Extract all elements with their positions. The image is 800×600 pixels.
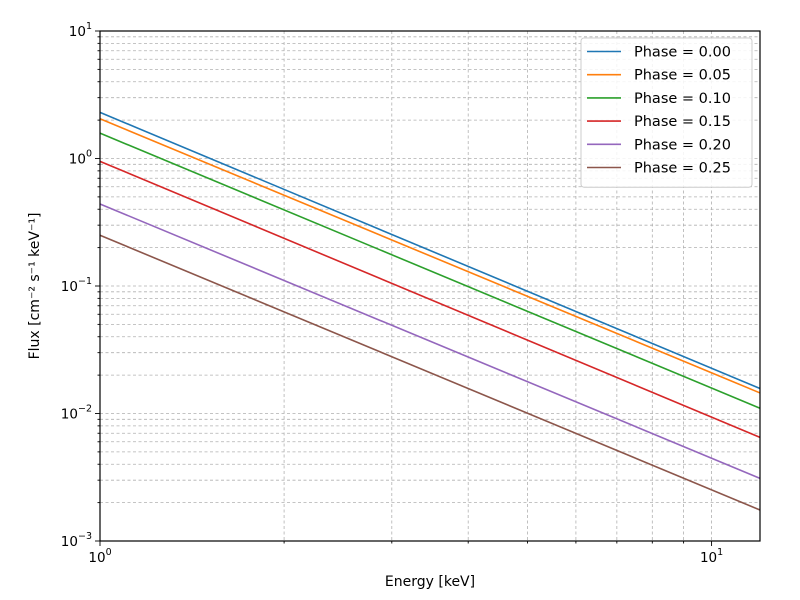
axis-ticks: 100 101 10−3 10−2 10−1 100 101	[61, 21, 723, 566]
x-tick-label: 100	[88, 547, 111, 566]
y-axis-label: Flux [cm⁻² s⁻¹ keV⁻¹]	[27, 213, 43, 360]
legend-label: Phase = 0.15	[634, 114, 731, 130]
series-lines	[99, 111, 761, 511]
x-axis-label: Energy [keV]	[385, 574, 475, 590]
y-tick-label: 10−1	[61, 276, 92, 295]
y-tick-label: 10−2	[61, 404, 92, 423]
series-line-1	[99, 118, 761, 394]
y-tick-label: 101	[69, 21, 92, 40]
legend-label: Phase = 0.00	[634, 45, 731, 61]
series-line-5	[99, 234, 761, 511]
series-line-2	[99, 132, 761, 409]
legend-label: Phase = 0.25	[634, 161, 731, 177]
series-line-3	[99, 160, 761, 439]
x-tick-label: 101	[700, 547, 723, 566]
legend: Phase = 0.00 Phase = 0.05 Phase = 0.10 Phas…	[580, 37, 753, 188]
series-line-4	[99, 203, 761, 480]
series-line-0	[99, 111, 761, 390]
y-tick-label: 10−3	[61, 531, 92, 550]
y-tick-label: 100	[69, 149, 92, 168]
legend-box	[580, 37, 753, 188]
legend-label: Phase = 0.05	[634, 68, 731, 84]
legend-label: Phase = 0.20	[634, 137, 731, 153]
legend-label: Phase = 0.10	[634, 91, 731, 107]
